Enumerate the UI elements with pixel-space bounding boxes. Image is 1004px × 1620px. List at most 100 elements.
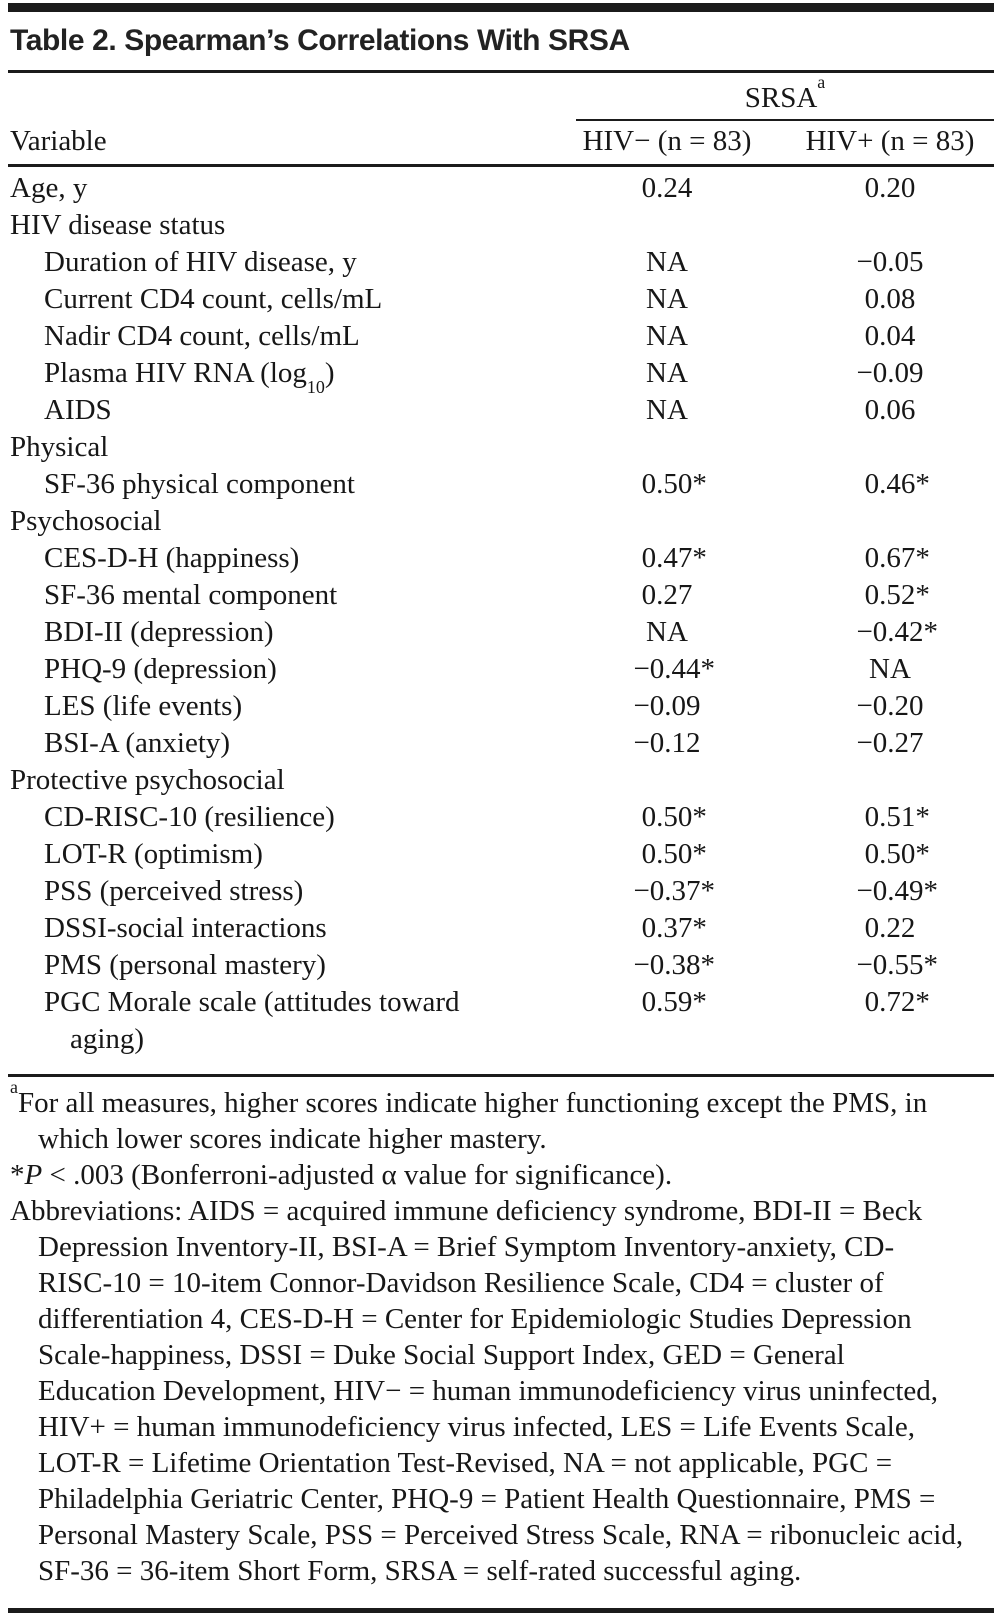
- row-label: SF-36 mental component: [44, 579, 338, 611]
- span-header-srsa-label: SRSA: [744, 82, 818, 114]
- correlation-value: 0.04: [864, 320, 916, 352]
- column-header-variable-label: Variable: [10, 125, 107, 157]
- cell-value: NA: [548, 318, 786, 355]
- row-label: Nadir CD4 count, cells/mL: [44, 320, 360, 352]
- significance-asterisk: *: [915, 542, 930, 574]
- cell-value: 0.08: [786, 281, 994, 318]
- cell-value: NA: [786, 651, 994, 688]
- table-row: LOT-R (optimism) 0.50 * 0.50 *: [8, 836, 994, 873]
- correlation-value: −0.09: [856, 357, 924, 389]
- correlation-value: NA: [646, 394, 688, 426]
- table-title: Table 2. Spearman’s Correlations With SR…: [10, 24, 630, 57]
- column-header-hiv-positive: HIV+ (n = 83): [805, 125, 975, 157]
- table-row: DSSI-social interactions 0.37 * 0.22: [8, 910, 994, 947]
- correlation-value: 0.06: [864, 394, 916, 426]
- srsa-header-group: SRSAa HIV− (n = 83) HIV+ (n = 83): [548, 73, 994, 164]
- table-row: PMS (personal mastery) −0.38 * −0.55 *: [8, 947, 994, 984]
- cell-value: −0.37 *: [548, 873, 786, 910]
- cell-value: −0.55 *: [786, 947, 994, 984]
- footnote-a-reference: a: [817, 72, 826, 93]
- cell-value: −0.20: [786, 688, 994, 725]
- correlation-value: −0.12: [633, 727, 701, 759]
- correlation-value: 0.72 *: [865, 984, 930, 1021]
- bottom-rule: [8, 1608, 994, 1613]
- cell-value: NA: [548, 614, 786, 651]
- cell-value: 0.24: [548, 170, 786, 207]
- table-row: SF-36 physical component 0.50 * 0.46 *: [8, 466, 994, 503]
- table-row: PSS (perceived stress) −0.37 * −0.49 *: [8, 873, 994, 910]
- cell-value: 0.52 *: [786, 577, 994, 614]
- cell-value: NA: [548, 244, 786, 281]
- table-row: CES-D-H (happiness) 0.47 * 0.67 *: [8, 540, 994, 577]
- significance-asterisk: *: [700, 653, 716, 685]
- correlation-value: 0.50 *: [642, 466, 707, 503]
- column-header-hiv-negative: HIV− (n = 83): [582, 125, 752, 157]
- cell-value: −0.42 *: [786, 614, 994, 651]
- label-subscript: 10: [306, 377, 325, 398]
- cell-value: 0.20: [786, 170, 994, 207]
- correlation-value: −0.49 *: [856, 873, 938, 910]
- correlation-value: −0.09: [633, 690, 701, 722]
- title-rule: [8, 70, 994, 73]
- correlation-value: 0.47 *: [642, 540, 707, 577]
- cell-value: NA: [548, 392, 786, 429]
- footnote-a-text: For all measures, higher scores indicate…: [17, 1087, 928, 1155]
- table-row: BSI-A (anxiety) −0.12 −0.27: [8, 725, 994, 762]
- significance-asterisk: *: [692, 986, 707, 1018]
- cell-value: 0.50 *: [548, 466, 786, 503]
- significance-asterisk-marker: *: [10, 1159, 25, 1191]
- correlation-value: 0.51 *: [865, 799, 930, 836]
- table-row: PHQ-9 (depression) −0.44 * NA: [8, 651, 994, 688]
- footnotes: aFor all measures, higher scores indicat…: [8, 1078, 968, 1589]
- cell-value: NA: [548, 355, 786, 392]
- correlation-value: NA: [869, 653, 911, 685]
- cell-value: 0.51 *: [786, 799, 994, 836]
- correlation-value: −0.55 *: [856, 947, 938, 984]
- significance-asterisk: *: [915, 838, 930, 870]
- footnote-significance: *P < .003 (Bonferroni-adjusted α value f…: [8, 1157, 968, 1193]
- correlation-value: NA: [646, 246, 688, 278]
- row-label: SF-36 physical component: [44, 468, 355, 500]
- section-label: HIV disease status: [10, 209, 226, 241]
- section-label: Protective psychosocial: [10, 764, 285, 796]
- cell-value: NA: [548, 281, 786, 318]
- cell-value: −0.09: [548, 688, 786, 725]
- correlation-value: 0.37 *: [642, 910, 707, 947]
- table-body: Age, y 0.24 0.20 HIV disease status Duration…: [8, 167, 994, 1058]
- table-row: BDI-II (depression) NA −0.42 *: [8, 614, 994, 651]
- section-label: Physical: [10, 431, 109, 463]
- cell-value: −0.44 *: [548, 651, 786, 688]
- row-label: BDI-II (depression): [44, 616, 274, 648]
- cell-value: −0.27: [786, 725, 994, 762]
- row-label: PGC Morale scale (attitudes toward aging…: [44, 986, 460, 1055]
- cell-value: 0.27: [548, 577, 786, 614]
- correlation-value: 0.59 *: [642, 984, 707, 1021]
- cell-value: 0.50 *: [548, 799, 786, 836]
- span-header-srsa: SRSAa: [576, 73, 994, 121]
- significance-asterisk: *: [915, 468, 930, 500]
- correlation-value: 0.50 *: [865, 836, 930, 873]
- significance-asterisk: *: [915, 579, 930, 611]
- row-label: Current CD4 count, cells/mL: [44, 283, 383, 315]
- table-row: Duration of HIV disease, y NA −0.05: [8, 244, 994, 281]
- significance-asterisk: *: [923, 875, 939, 907]
- correlation-value: −0.27: [856, 727, 924, 759]
- cell-value: −0.38 *: [548, 947, 786, 984]
- row-label: DSSI-social interactions: [44, 912, 327, 944]
- table-row: SF-36 mental component 0.27 0.52 *: [8, 577, 994, 614]
- significance-asterisk: *: [692, 801, 707, 833]
- cell-value: 0.72 *: [786, 984, 994, 1021]
- table-row: CD-RISC-10 (resilience) 0.50 * 0.51 *: [8, 799, 994, 836]
- cell-value: 0.37 *: [548, 910, 786, 947]
- significance-asterisk: *: [692, 838, 707, 870]
- row-label: CD-RISC-10 (resilience): [44, 801, 335, 833]
- cell-value: 0.46 *: [786, 466, 994, 503]
- row-label: PHQ-9 (depression): [44, 653, 277, 685]
- cell-value: −0.49 *: [786, 873, 994, 910]
- correlation-value: 0.20: [864, 172, 916, 204]
- footnote-a-marker: a: [10, 1077, 18, 1098]
- row-label: PMS (personal mastery): [44, 949, 326, 981]
- correlation-value: −0.38 *: [633, 947, 715, 984]
- cell-value: 0.67 *: [786, 540, 994, 577]
- row-label: PSS (perceived stress): [44, 875, 304, 907]
